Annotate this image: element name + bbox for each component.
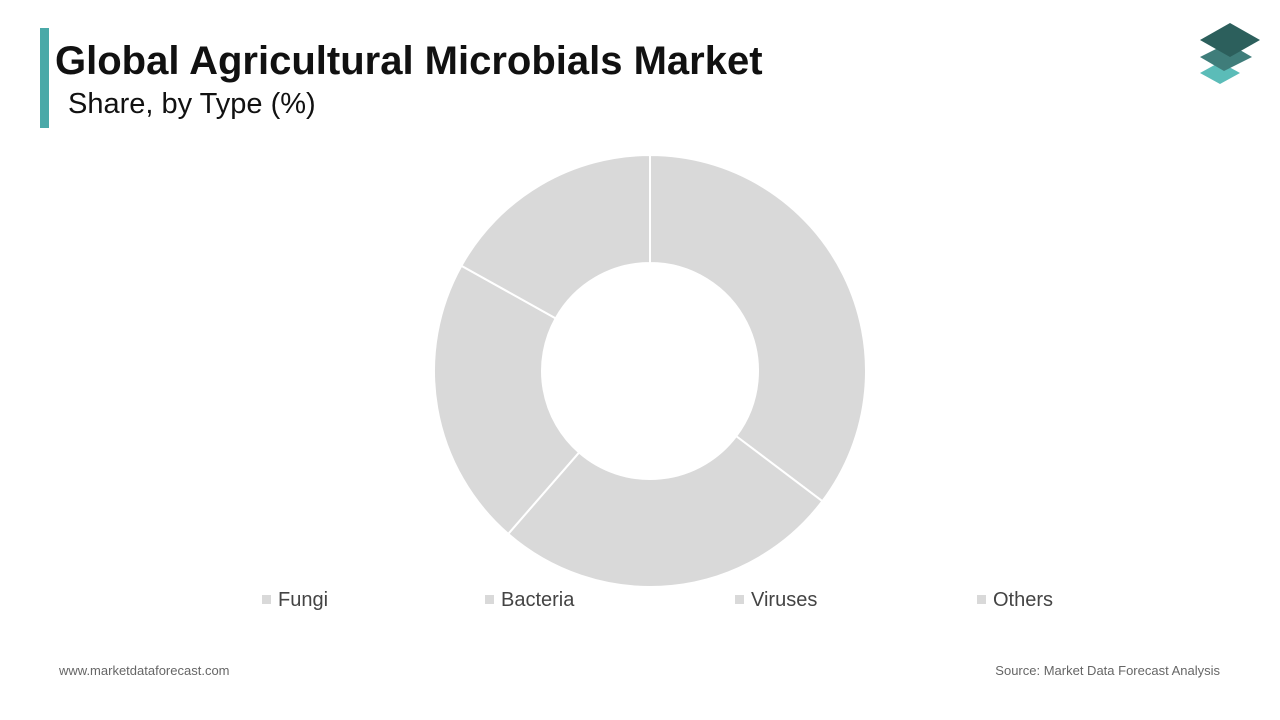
slice [506, 434, 824, 588]
footer-website: www.marketdataforecast.com [58, 663, 230, 678]
slice [433, 264, 581, 536]
legend-swatch [735, 595, 744, 604]
title-accent [40, 28, 49, 128]
footer-source: Source: Market Data Forecast Analysis [995, 663, 1220, 678]
legend-label: Others [993, 589, 1053, 611]
legend-swatch [977, 595, 986, 604]
slice [649, 153, 867, 503]
chart-subtitle: Share, by Type (%) [68, 88, 316, 120]
legend-swatch [262, 595, 271, 604]
legend-label: Fungi [278, 589, 328, 611]
chart-title: Global Agricultural Microbials Market [55, 39, 763, 83]
slice [460, 153, 651, 320]
logo [1200, 23, 1260, 84]
legend-swatch [485, 595, 494, 604]
legend-label: Bacteria [501, 589, 575, 611]
legend-label: Viruses [751, 589, 817, 611]
